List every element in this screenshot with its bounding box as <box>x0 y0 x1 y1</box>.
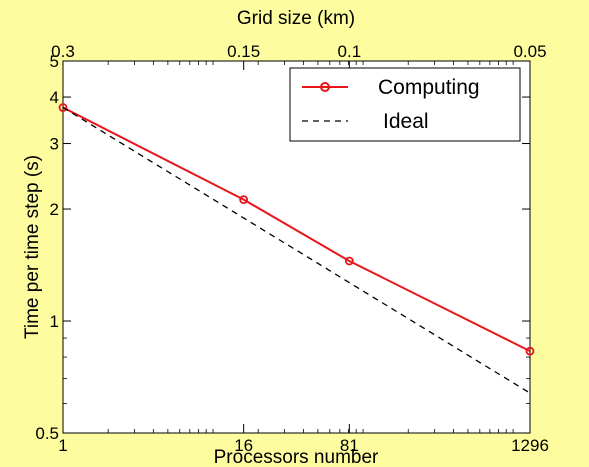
y-axis-title: Time per time step (s) <box>22 155 43 339</box>
x-tick-label: 81 <box>340 436 359 455</box>
y-tick-label: 0.5 <box>35 424 59 443</box>
y-tick-label: 3 <box>50 135 59 154</box>
top-tick-label: 0.3 <box>51 42 75 61</box>
top-tick-label: 0.1 <box>338 42 362 61</box>
legend-ideal-label: Ideal <box>383 110 429 133</box>
series-layer <box>58 103 535 394</box>
computing-point <box>58 103 68 112</box>
legend: Computing Ideal <box>289 67 521 142</box>
computing-point <box>239 195 249 205</box>
computing-point <box>344 256 354 266</box>
y-tick-labels: 0.5 1 2 3 4 5 <box>35 52 59 443</box>
top-tick-labels: 0.3 0.15 0.1 0.05 <box>51 42 546 61</box>
top-tick-label: 0.15 <box>227 42 260 61</box>
x-tick-label: 1 <box>58 436 67 455</box>
x-tick-label: 1296 <box>511 436 549 455</box>
legend-computing-marker <box>320 82 330 92</box>
y-tick-label: 4 <box>50 88 59 107</box>
top-tick-label: 0.05 <box>513 42 546 61</box>
y-tick-label: 2 <box>50 200 59 219</box>
legend-computing-label: Computing <box>378 76 480 99</box>
legend-box <box>289 67 521 142</box>
y-tick-label: 5 <box>50 52 59 71</box>
ideal-line <box>62 106 531 394</box>
computing-point <box>525 346 535 356</box>
x-axis-title: Processors number <box>214 447 379 467</box>
computing-line <box>62 106 531 352</box>
tick-marks <box>62 60 531 434</box>
x-tick-labels: 1 16 81 1296 <box>58 436 549 455</box>
y-tick-label: 1 <box>50 312 59 331</box>
top-axis-title: Grid size (km) <box>237 8 355 29</box>
x-tick-label: 16 <box>234 436 253 455</box>
